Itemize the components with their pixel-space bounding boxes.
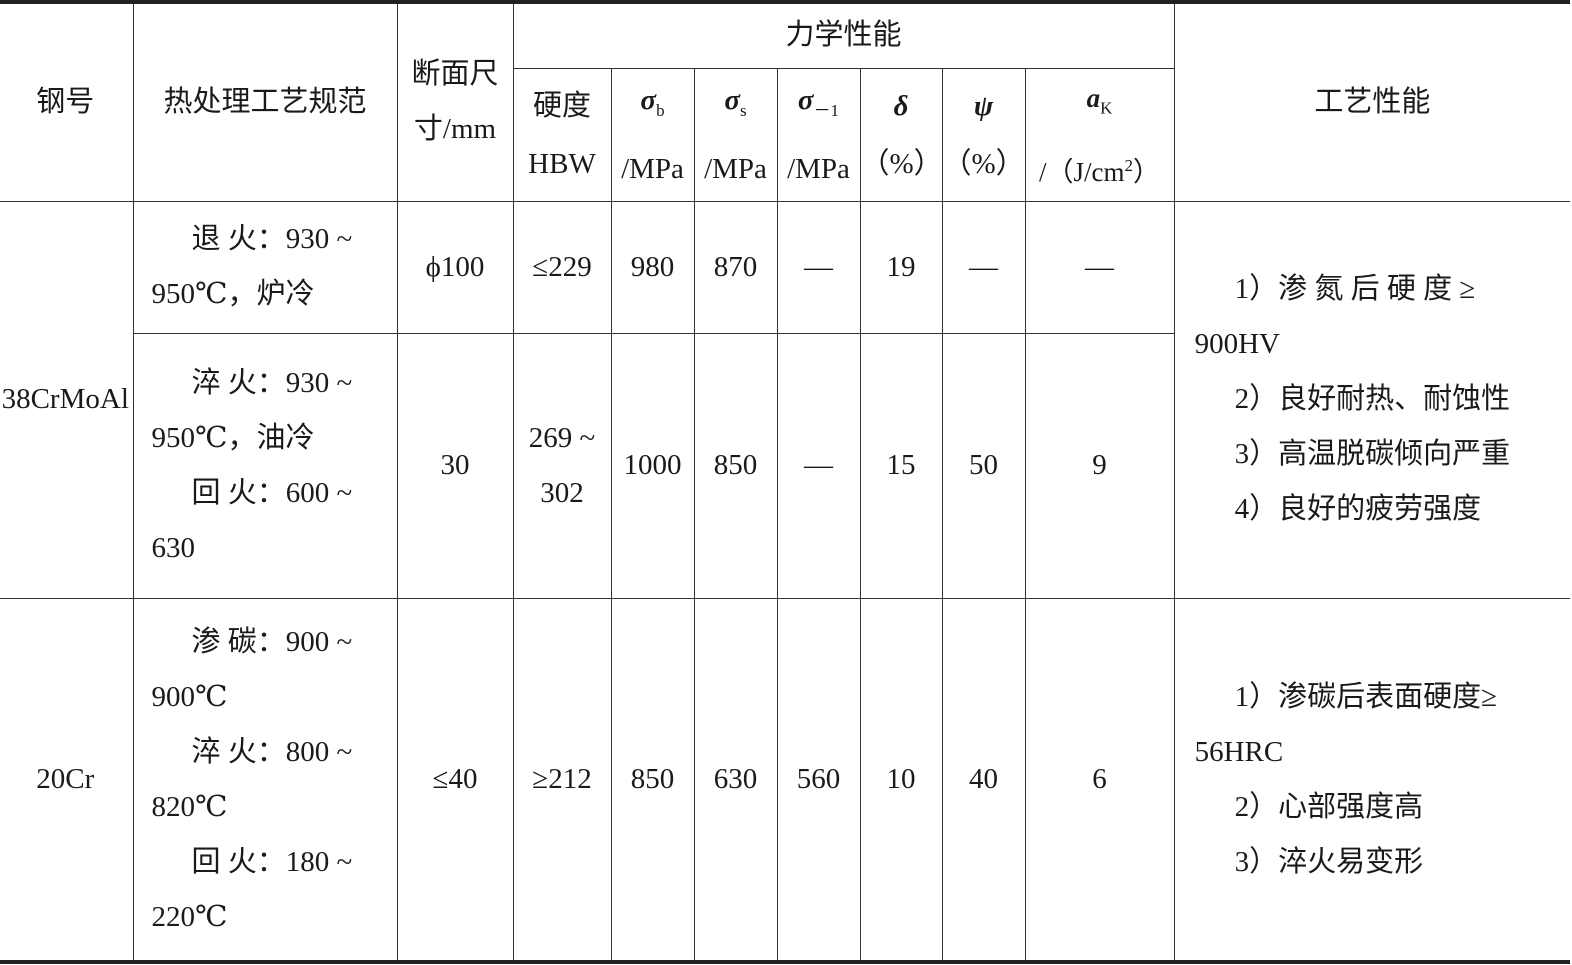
process-cell: 1）渗 氮 后 硬 度 ≥ 900HV 2）良好耐热、耐蚀性 3）高温脱碳倾向严重 4）… [1173, 200, 1571, 599]
process-cell: 1）渗碳后表面硬度≥ 56HRC 2）心部强度高 3）淬火易变形 [1173, 597, 1571, 963]
cell-line: ≤229 [532, 250, 592, 283]
cell-line: 3）高温脱碳倾向严重 [1234, 438, 1511, 471]
header-symbol: σb [640, 84, 665, 121]
cell-line: 退 火：930 ~ [191, 223, 353, 256]
cell-line: 1）渗碳后表面硬度≥ [1234, 680, 1498, 713]
header-col: σs/MPa [693, 67, 778, 202]
cell-line: 2）心部强度高 [1234, 790, 1424, 823]
treatment-cell: 退 火：930 ~ 950℃，炉冷 [132, 200, 398, 334]
sigma-1-cell: — [776, 332, 861, 599]
cell-line: 回 火：600 ~ [191, 476, 353, 509]
header-col: aK /（J/cm2） [1024, 67, 1175, 202]
header-process: 工艺性能 [1173, 1, 1571, 202]
cell-line: 950℃，油冷 [151, 421, 315, 454]
header-unit: HBW [528, 147, 596, 180]
size-cell: ϕ100 [396, 200, 514, 334]
header-unit: /MPa [704, 153, 767, 186]
sigma-b-cell: 1000 [610, 332, 695, 599]
treatment-cell: 淬 火：930 ~ 950℃，油冷回 火：600 ~ 630 [133, 332, 398, 599]
cell-line: 4）良好的疲劳强度 [1234, 493, 1482, 526]
delta-cell: 10 [859, 597, 943, 963]
sigma-1-cell: — [776, 200, 861, 334]
cell-line: 回 火：180 ~ [191, 845, 353, 878]
header-col: σ－1/MPa [776, 67, 861, 202]
cell-line: 56HRC [1194, 735, 1284, 768]
header-symbol: δ [893, 89, 909, 122]
header-symbol: 硬度 [532, 89, 591, 122]
header-unit: /MPa [787, 153, 850, 186]
header-symbol: σ－1 [797, 84, 840, 121]
treatment-cell: 渗 碳：900 ~ 900℃ 淬 火：800 ~ 820℃ 回 火：180 ~ 220℃ [132, 597, 398, 963]
cell-line: 3）淬火易变形 [1234, 845, 1424, 878]
header-steel-no: 钢号 [0, 1, 134, 202]
cell-line: 269 ~ [528, 421, 596, 454]
sigma-b-cell: 980 [610, 200, 695, 334]
size-cell: ≤40 [396, 597, 514, 963]
header-unit: /（J/cm2） [1039, 155, 1161, 187]
header-col: ψ （%） [941, 67, 1026, 202]
header-unit: （%） [860, 147, 943, 180]
cell-line: 820℃ [151, 790, 228, 823]
hardness-cell: ≤229 [512, 200, 612, 334]
steel-20cr: 20Cr [0, 597, 134, 963]
cell-line: 淬 火：930 ~ [191, 366, 353, 399]
cell-line: 302 [540, 476, 584, 509]
header-symbol: aK [1086, 82, 1113, 117]
delta-cell: 15 [859, 332, 943, 599]
hardness-cell: ≥212 [512, 597, 612, 963]
header-symbol: σs [724, 84, 747, 121]
header-heat-treatment: 热处理工艺规范 [132, 1, 398, 202]
cell-line: 渗 碳：900 ~ [191, 625, 353, 658]
ak-cell: 9 [1024, 332, 1175, 599]
header-text: 寸/mm [413, 113, 497, 146]
cell-line: 2）良好耐热、耐蚀性 [1234, 383, 1511, 416]
header-unit: （%） [942, 147, 1025, 180]
header-col: σb/MPa [610, 67, 695, 202]
delta-cell: 19 [859, 200, 943, 334]
hardness-cell: 269 ~ 302 [512, 332, 612, 599]
header-section-size: 断面尺寸/mm [396, 1, 514, 202]
header-text: 断面尺 [411, 58, 499, 91]
steel-38crmoal: 38CrMoAl [0, 200, 134, 599]
cell-line: 1）渗 氮 后 硬 度 ≥ [1234, 273, 1476, 306]
cell-line: 淬 火：800 ~ [191, 735, 353, 768]
sigma-s-cell: 850 [693, 332, 778, 599]
sigma-b-cell: 850 [610, 597, 695, 963]
ak-cell: 6 [1024, 597, 1175, 963]
psi-cell: — [941, 200, 1026, 334]
cell-line: 220℃ [151, 900, 228, 933]
header-symbol: ψ [973, 89, 994, 122]
sigma-1-cell: 560 [776, 597, 861, 963]
header-col: 硬度 HBW [513, 67, 612, 202]
sigma-s-cell: 870 [693, 200, 778, 334]
ak-cell: — [1024, 200, 1175, 334]
cell-line: 900℃ [151, 680, 228, 713]
sigma-s-cell: 630 [693, 597, 778, 963]
size-cell: 30 [396, 332, 514, 599]
cell-line: 630 [151, 531, 196, 564]
cell-line: 900HV [1194, 328, 1280, 361]
psi-cell: 40 [941, 597, 1026, 963]
header-col: δ （%） [859, 67, 943, 202]
header-unit: /MPa [621, 153, 684, 186]
header-mechanical: 力学性能 [512, 1, 1175, 69]
cell-line: 950℃，炉冷 [151, 278, 315, 311]
psi-cell: 50 [941, 332, 1026, 599]
